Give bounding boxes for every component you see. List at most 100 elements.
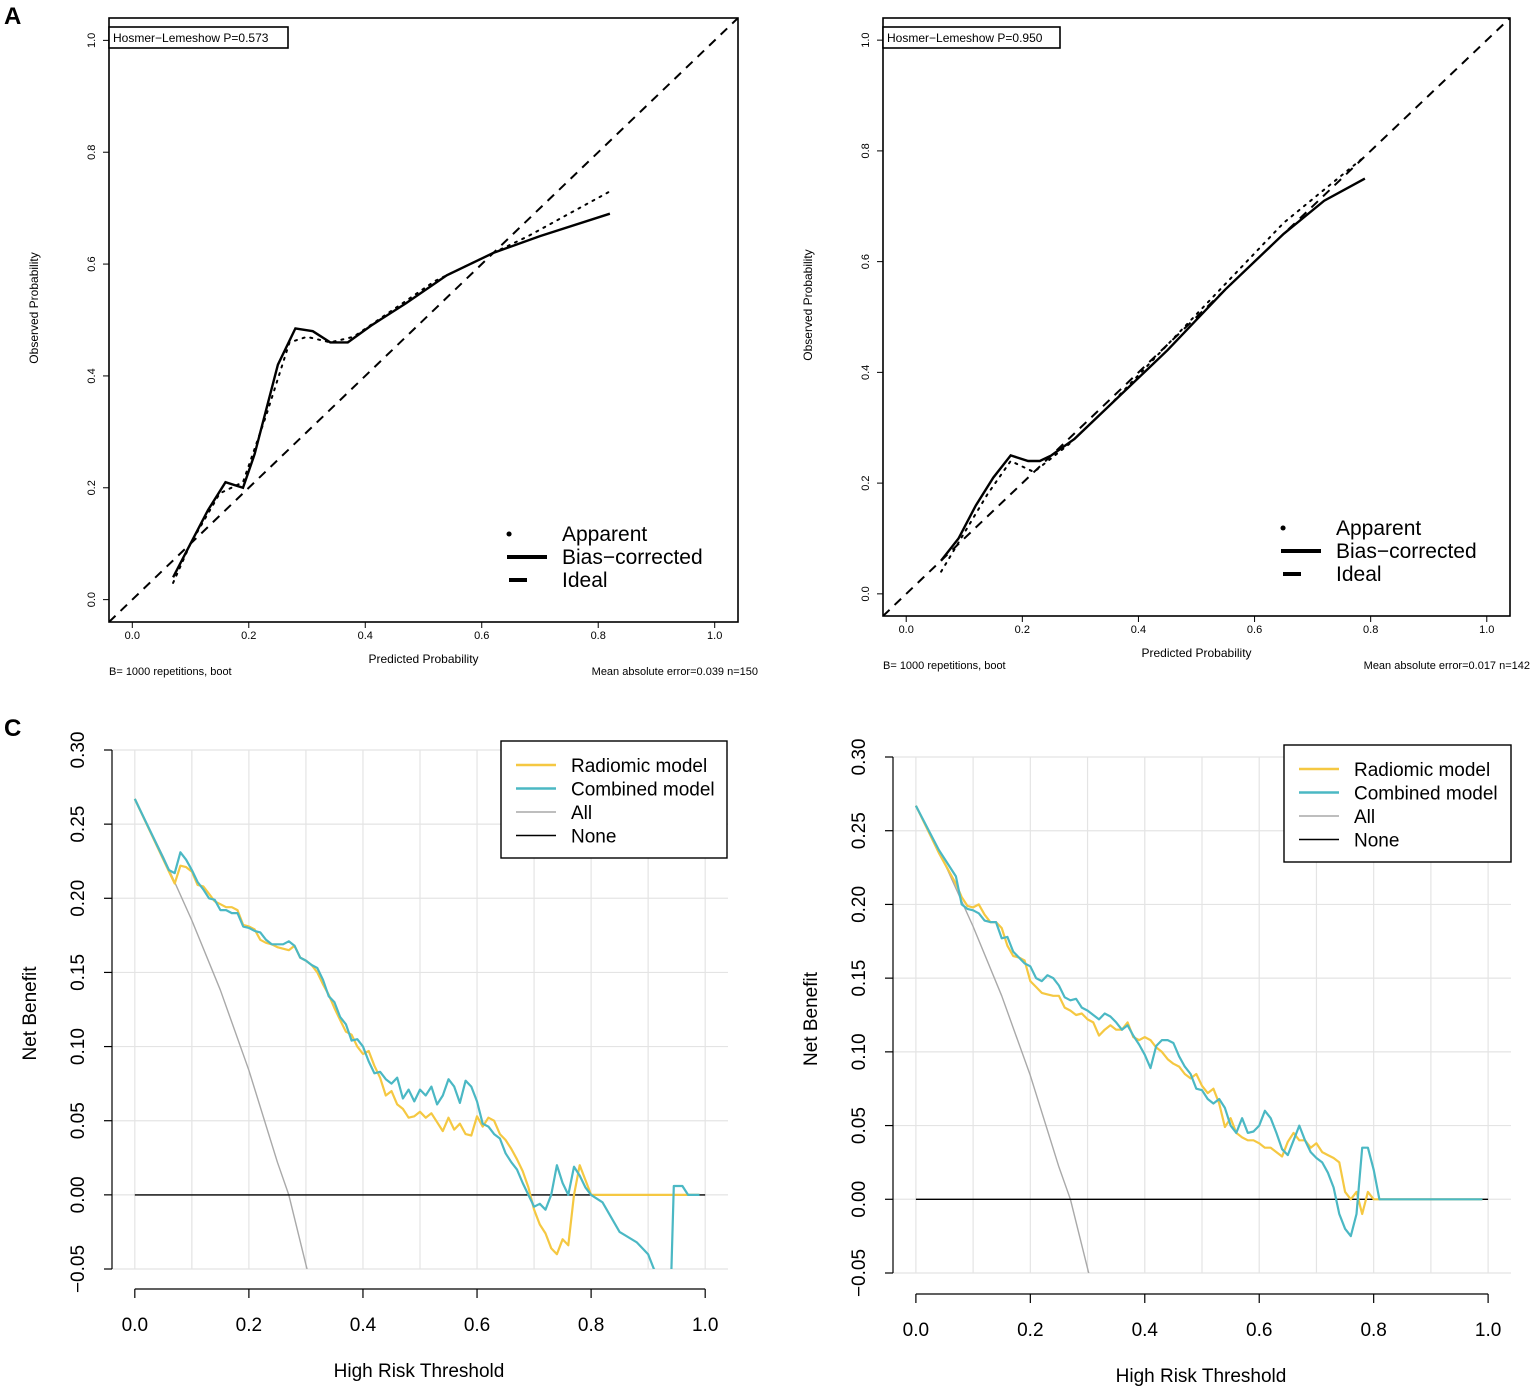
y-tick-label: 0.30 [849,739,870,776]
y-tick-label: 0.4 [86,368,98,383]
legend-label: All [1354,807,1375,828]
y-tick-label: 0.2 [86,480,98,495]
x-tick-label: 1.0 [707,630,722,642]
x-tick-label: 0.8 [591,630,606,642]
y-tick-label: 1.0 [860,32,872,47]
series-line-radiomic-model [133,798,700,1256]
x-tick-label: 0.6 [474,630,489,642]
series-line-bias-corrected [940,177,1366,562]
calibration-plot-left: 0.0 0.2 0.4 0.6 0.8 1.0 0.0 0.2 0.4 0.6 0.8 1.0 Pred… [27,17,758,678]
x-axis-label: High Risk Threshold [1116,1366,1287,1387]
plot-frame [882,17,1511,617]
series-line-ideal [883,18,1510,616]
y-tick-label: 0.0 [860,586,872,601]
y-tick-label: 0.05 [68,1102,89,1139]
series-line-radiomic-model [914,805,1483,1216]
hosmer-lemeshow-text: Hosmer−Lemeshow P=0.950 [887,31,1043,45]
x-tick-label: 0.0 [122,1315,148,1336]
series-line-apparent [940,155,1366,573]
legend-box [1283,744,1512,863]
y-tick-label: 0.0 [86,592,98,607]
series-line-ideal [109,18,738,622]
x-tick-label: 0.6 [1247,624,1262,636]
x-tick-label: 0.6 [1246,1320,1272,1341]
y-tick-label: 0.25 [849,812,870,849]
decision-curve-right: −0.05 0.00 0.05 0.10 0.15 0.20 0.25 0.30 0.0 0.2 0… [801,739,1512,1387]
legend-label: Radiomic model [571,756,707,777]
y-tick-label: 0.20 [849,886,870,923]
x-tick-label: 0.0 [899,624,914,636]
y-tick-label: 0.8 [86,145,98,160]
plot-frame [108,17,739,623]
legend-label: All [571,803,592,824]
y-tick-label: 0.25 [68,806,89,843]
y-tick-label: 0.00 [68,1176,89,1213]
x-tick-label: 0.2 [241,630,256,642]
x-tick-label: 0.4 [358,630,373,642]
x-tick-label: 0.0 [903,1320,929,1341]
hosmer-lemeshow-box [882,26,1061,49]
x-tick-label: 0.0 [125,630,140,642]
legend-label: Apparent [562,523,647,546]
x-axis-label: Predicted Probability [1141,646,1251,660]
x-tick-label: 0.2 [1015,624,1030,636]
footer-right: Mean absolute error=0.017 n=142 [1364,660,1530,672]
y-tick-label: 0.10 [68,1028,89,1065]
x-tick-label: 0.4 [1132,1320,1159,1341]
y-tick-label: 0.00 [849,1181,870,1218]
y-tick-label: −0.05 [68,1245,89,1293]
y-tick-label: −0.05 [849,1249,870,1297]
y-tick-label: 1.0 [86,33,98,48]
series-line-combined-model [914,805,1483,1238]
y-tick-label: 0.30 [68,732,89,769]
y-axis-label: Observed Probability [27,252,41,363]
series-line-all [134,798,308,1269]
x-tick-label: 1.0 [1475,1320,1501,1341]
y-tick-label: 0.15 [68,954,89,991]
panel-label-c: C [4,715,21,742]
panel-label-a: A [4,3,21,30]
y-axis-label: Net Benefit [20,966,41,1061]
legend-label: Radiomic model [1354,760,1490,781]
legend-label: Apparent [1336,517,1421,540]
series-line-all [915,805,1090,1273]
x-tick-label: 0.8 [1360,1320,1386,1341]
y-tick-label: 0.10 [849,1033,870,1070]
y-axis-label: Observed Probability [801,249,815,360]
hosmer-lemeshow-text: Hosmer−Lemeshow P=0.573 [113,31,269,45]
legend-label: None [571,827,616,848]
series-line-apparent [172,190,611,584]
legend-box [500,740,728,859]
legend-label: Ideal [562,569,608,592]
y-tick-label: 0.2 [860,475,872,490]
x-axis-label: Predicted Probability [368,652,478,666]
x-tick-label: 0.8 [1363,624,1378,636]
hosmer-lemeshow-box [108,26,289,49]
x-axis-label: High Risk Threshold [334,1361,505,1382]
calibration-plot-right: 0.0 0.2 0.4 0.6 0.8 1.0 0.0 0.2 0.4 0.6 0.8 1.0 Pred… [801,17,1530,672]
x-tick-label: 0.2 [236,1315,262,1336]
legend-label: Ideal [1336,563,1382,586]
y-tick-label: 0.15 [849,960,870,997]
footer-left: B= 1000 repetitions, boot [109,666,232,678]
y-tick-label: 0.20 [68,880,89,917]
x-tick-label: 1.0 [1479,624,1494,636]
x-tick-label: 0.2 [1017,1320,1043,1341]
x-tick-label: 1.0 [692,1315,718,1336]
legend-label: None [1354,831,1399,852]
y-tick-label: 0.8 [860,143,872,158]
x-tick-label: 0.6 [464,1315,490,1336]
footer-left: B= 1000 repetitions, boot [883,660,1006,672]
y-tick-label: 0.4 [860,365,872,380]
y-axis-label: Net Benefit [801,971,822,1066]
legend-label: Combined model [571,780,715,801]
x-tick-label: 0.4 [1131,624,1146,636]
series-line-combined-model [133,798,700,1269]
y-tick-label: 0.6 [860,254,872,269]
decision-curve-left: −0.05 0.00 0.05 0.10 0.15 0.20 0.25 0.30 0.0 0.2 0… [20,732,728,1382]
x-tick-label: 0.4 [350,1315,377,1336]
legend-label: Bias−corrected [1336,540,1477,563]
legend-label: Combined model [1354,784,1498,805]
y-tick-label: 0.05 [849,1107,870,1144]
